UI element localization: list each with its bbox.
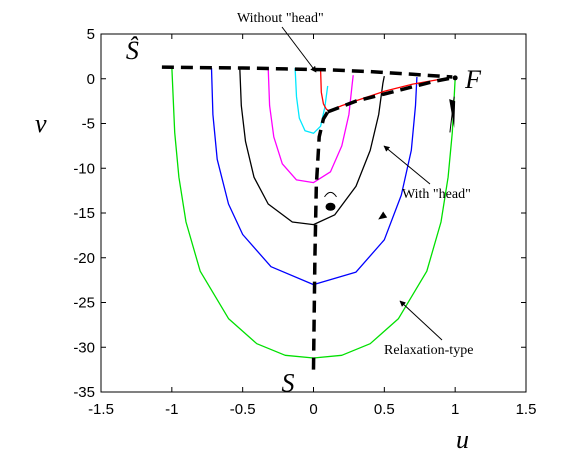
annotation-label: Relaxation-type [384,343,473,358]
point-label: F [464,65,482,94]
y-tick-label: -25 [73,295,95,312]
y-axis-label: v [35,109,47,138]
series-layer [161,65,456,370]
y-tick-label: -10 [73,160,95,177]
decor-layer [324,96,456,220]
y-tick-label: -5 [82,116,95,133]
dashed-series-2 [327,76,453,114]
x-axis-label: u [456,425,469,454]
x-tick-label: 1.5 [516,401,537,418]
point-label: Ŝ [126,36,139,65]
x-tick-label: 0 [309,401,317,418]
observer-icon [325,202,336,211]
y-tick-label: -30 [73,339,95,356]
axes-box [100,33,527,393]
series-line-3 [267,67,354,184]
annotation-leader [383,145,431,185]
x-tick-label: -1.5 [88,401,114,418]
equilibrium-point-marker [452,75,458,81]
point-label: S [282,369,295,398]
series-line-0 [171,66,456,359]
x-axis-ticks: -1.5 -1 -0.5 0 0.5 1 1.5 [88,34,536,418]
y-tick-label: -15 [73,205,95,222]
annotation-label: With "head" [402,187,471,202]
series-line-2 [239,67,385,226]
dashed-series-1 [311,110,330,370]
y-tick-label: -20 [73,250,95,267]
annotation-leader [281,26,317,73]
plot-area: -1.5 -1 -0.5 0 0.5 1 1.5 5 0 -5 -10 -15 -20 -25 -30 -3… [73,11,536,418]
y-axis-ticks: 5 0 -5 -10 -15 -20 -25 -30 -35 [73,26,526,401]
x-tick-label: 1 [451,401,459,418]
dashed-series-0 [161,65,453,79]
y-tick-label: 5 [87,26,95,43]
x-tick-label: 0.5 [374,401,395,418]
observer-icon-brow [324,191,337,198]
annotation-leader [399,300,443,341]
y-tick-label: -35 [73,384,95,401]
annotations-layer: Without "head" With "head" Relaxation-type [237,11,473,358]
points-layer: Ŝ F S [126,36,482,398]
y-tick-label: 0 [87,71,95,88]
x-tick-label: -0.5 [230,401,256,418]
x-tick-label: -1 [165,401,178,418]
annotation-label: Without "head" [237,11,324,26]
flow-arrow-right-stem [449,96,455,133]
flow-arrow-inner [378,211,388,220]
series-line-4 [294,67,329,134]
